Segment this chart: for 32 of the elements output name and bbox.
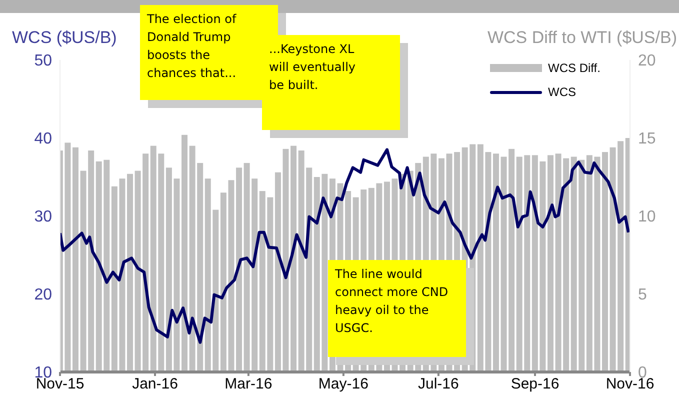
x-tick-label: Sep-16 <box>510 376 560 393</box>
annotation: The election of Donald Trump boosts the chances that... <box>147 11 238 82</box>
annotation: ...Keystone XL will eventually be built. <box>269 41 357 94</box>
legend-label: WCS <box>548 85 576 99</box>
y-tick-label: 20 <box>34 286 52 304</box>
x-tick-label: Jan-16 <box>132 376 178 393</box>
x-tick-label: Jul-16 <box>418 376 459 393</box>
bar <box>127 174 134 372</box>
annotation: The line would connect more CND heavy oil to the USGC. <box>335 266 450 337</box>
y-axis-title: WCS ($US/B) <box>12 28 117 48</box>
bar <box>547 155 554 372</box>
bar <box>492 154 499 372</box>
line-series <box>60 148 630 344</box>
note-card: The line would connect more CND heavy oil to the USGC. <box>328 260 466 357</box>
y2-tick-label: 15 <box>638 130 656 148</box>
bar <box>602 152 608 372</box>
x-tick-label: May-16 <box>318 376 368 393</box>
y-tick-label: 30 <box>34 208 52 226</box>
y2-axis-title: WCS Diff to WTI ($US/B) <box>487 28 677 48</box>
bar <box>182 134 188 372</box>
y2-tick-label: 10 <box>638 208 656 226</box>
note-card: ...Keystone XL will eventually be built. <box>262 35 400 130</box>
x-tick-label: Mar-16 <box>224 376 272 393</box>
legend-label: WCS Diff. <box>548 61 600 75</box>
bar <box>236 168 242 372</box>
y2-tick-label: 20 <box>638 52 656 70</box>
bar <box>290 146 297 372</box>
y-tick-label: 40 <box>34 130 52 148</box>
bar <box>64 142 71 372</box>
y-tick-label: 50 <box>34 52 52 70</box>
bar <box>72 147 78 372</box>
y2-tick-label: 5 <box>638 286 647 304</box>
